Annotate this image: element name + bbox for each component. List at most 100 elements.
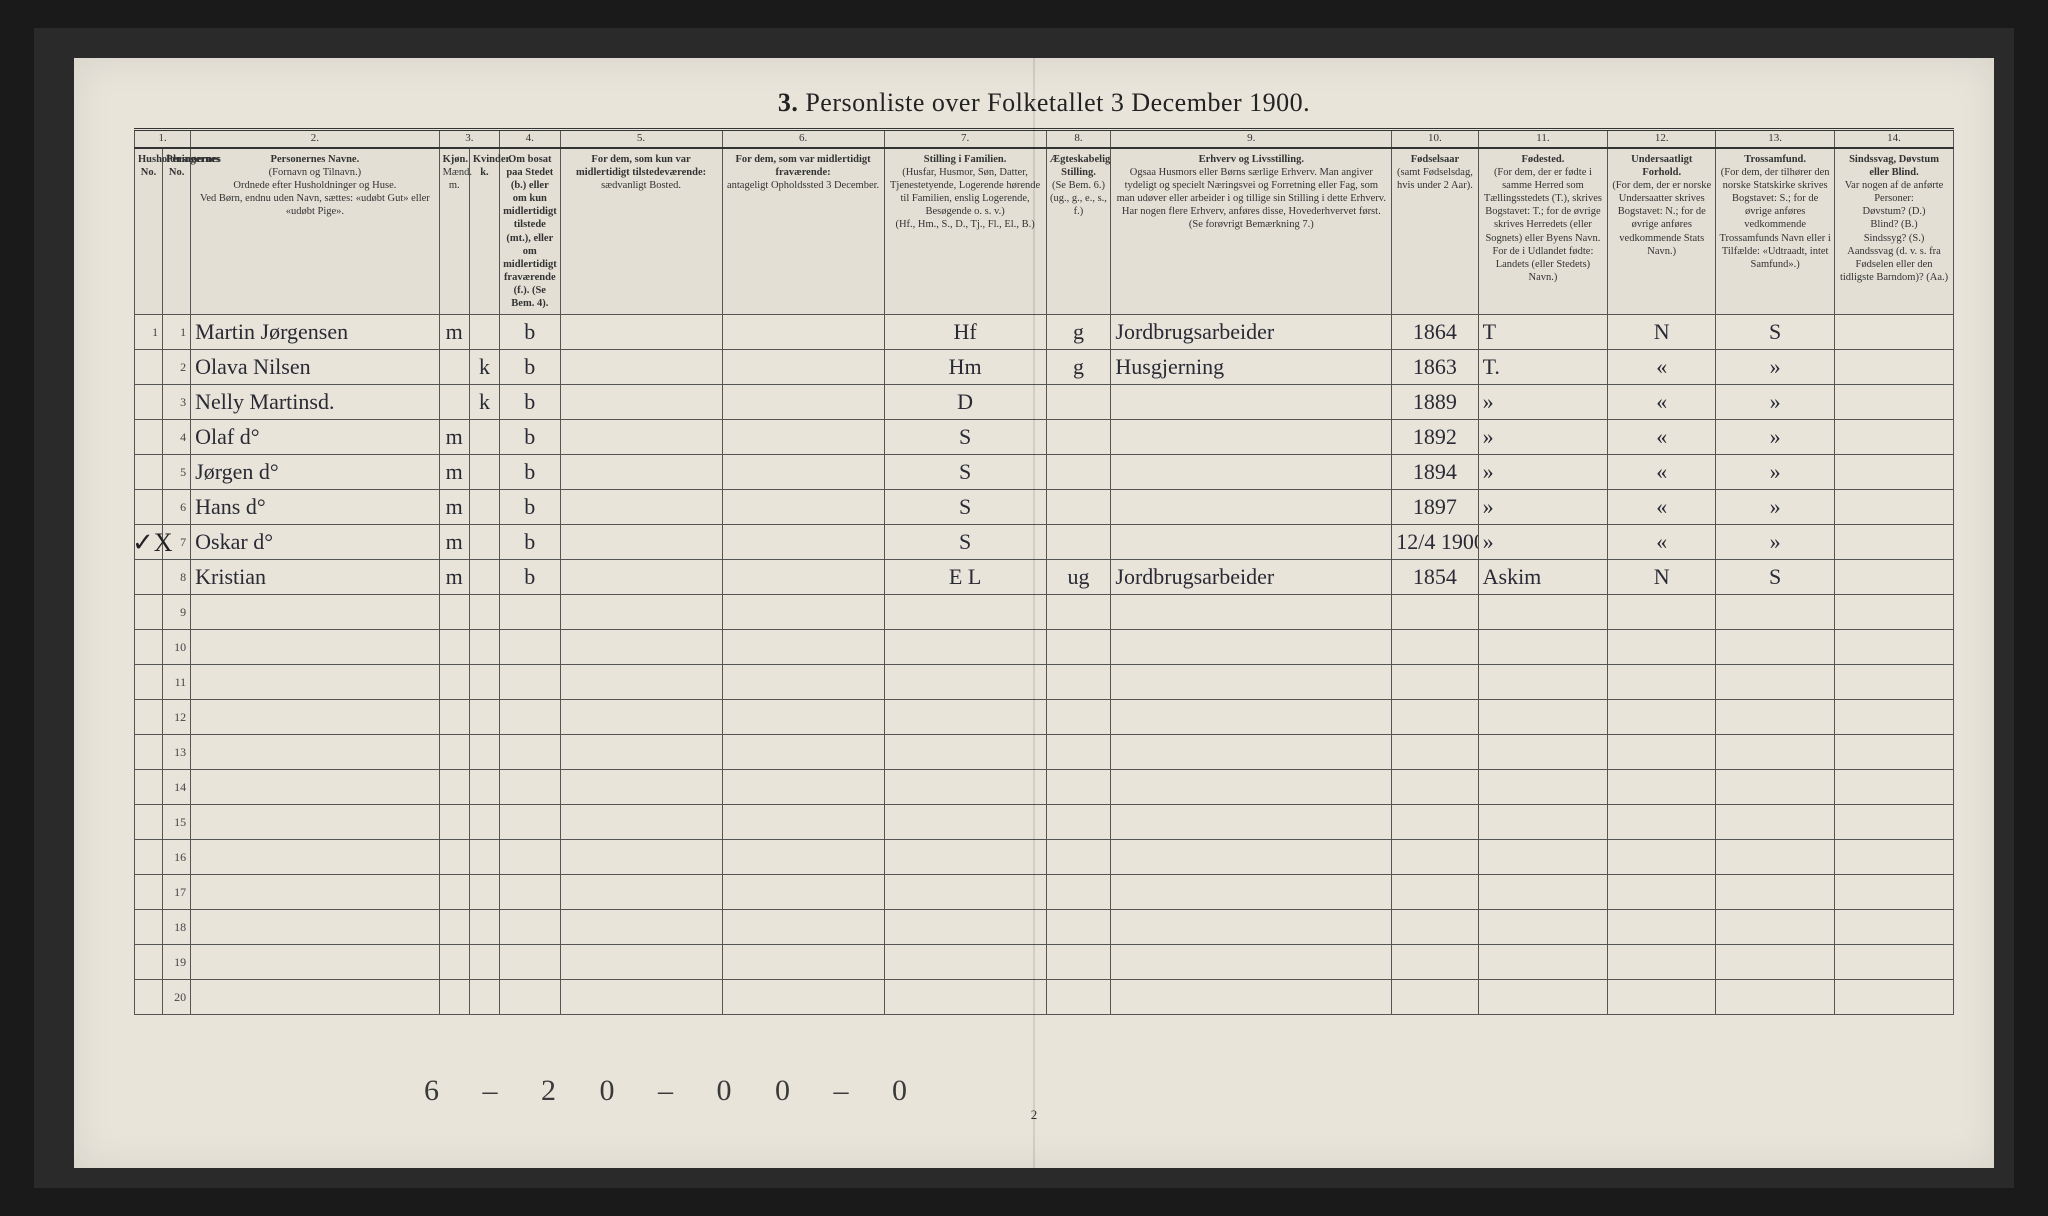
cell-temp (560, 630, 722, 665)
colnum-11: 11. (1478, 130, 1608, 148)
cell-pn: 12 (163, 700, 191, 735)
cell-fam (884, 875, 1046, 910)
cell-fam (884, 595, 1046, 630)
cell-hh (135, 665, 163, 700)
cell-faith: » (1716, 490, 1835, 525)
cell-k (469, 770, 499, 805)
cell-birthplace (1478, 840, 1608, 875)
cell-faith: S (1716, 560, 1835, 595)
cell-res (500, 980, 560, 1015)
cell-name (191, 595, 439, 630)
cell-away (722, 420, 884, 455)
cell-m (439, 840, 469, 875)
cell-birthplace: T (1478, 315, 1608, 350)
cell-k (469, 805, 499, 840)
cell-fam (884, 665, 1046, 700)
colnum-13: 13. (1716, 130, 1835, 148)
cell-faith (1716, 595, 1835, 630)
table-row: 19 (135, 945, 1954, 980)
colnum-4: 4. (500, 130, 560, 148)
cell-nat: « (1608, 455, 1716, 490)
cell-name: Olava Nilsen (191, 350, 439, 385)
cell-faith: » (1716, 525, 1835, 560)
cell-dis (1835, 805, 1954, 840)
cell-pn: 20 (163, 980, 191, 1015)
cell-fam: Hm (884, 350, 1046, 385)
cell-mar (1046, 665, 1111, 700)
cell-res: b (500, 455, 560, 490)
cell-name (191, 875, 439, 910)
cell-faith (1716, 910, 1835, 945)
cell-res: b (500, 315, 560, 350)
cell-away (722, 735, 884, 770)
cell-hh (135, 385, 163, 420)
cell-away (722, 980, 884, 1015)
cell-mar: ug (1046, 560, 1111, 595)
cell-res (500, 700, 560, 735)
cell-mar (1046, 840, 1111, 875)
cell-dis (1835, 595, 1954, 630)
table-row: 2Olava NilsenkbHmgHusgjerning1863T.«» (135, 350, 1954, 385)
cell-fam (884, 735, 1046, 770)
cell-occ (1111, 630, 1392, 665)
cell-m (439, 770, 469, 805)
cell-mar (1046, 490, 1111, 525)
cell-nat (1608, 595, 1716, 630)
cell-birthplace (1478, 910, 1608, 945)
census-page: 3. Personliste over Folketallet 3 Decemb… (74, 58, 1994, 1168)
cell-away (722, 455, 884, 490)
cell-occ (1111, 385, 1392, 420)
page-fold (1033, 58, 1035, 1168)
cell-occ (1111, 490, 1392, 525)
cell-away (722, 700, 884, 735)
colnum-6: 6. (722, 130, 884, 148)
cell-res (500, 840, 560, 875)
cell-pn: 2 (163, 350, 191, 385)
cell-year: 1894 (1392, 455, 1478, 490)
colheader-3: Personernes Navne.(Fornavn og Tilnavn.)O… (191, 148, 439, 315)
cell-m: m (439, 525, 469, 560)
colheader-12: Fødselsaar(samt Fødselsdag, hvis under 2… (1392, 148, 1478, 315)
title-text: Personliste over Folketallet 3 December … (805, 88, 1310, 117)
cell-fam (884, 805, 1046, 840)
cell-birthplace (1478, 595, 1608, 630)
cell-dis (1835, 385, 1954, 420)
cell-pn: 15 (163, 805, 191, 840)
cell-temp (560, 875, 722, 910)
cell-faith (1716, 665, 1835, 700)
cell-away (722, 945, 884, 980)
cell-faith: » (1716, 385, 1835, 420)
cell-hh (135, 630, 163, 665)
cell-fam: Hf (884, 315, 1046, 350)
cell-res: b (500, 560, 560, 595)
cell-dis (1835, 945, 1954, 980)
cell-name (191, 980, 439, 1015)
cell-pn: 3 (163, 385, 191, 420)
cell-year (1392, 595, 1478, 630)
cell-birthplace: » (1478, 455, 1608, 490)
cell-mar: g (1046, 350, 1111, 385)
cell-faith (1716, 770, 1835, 805)
cell-away (722, 350, 884, 385)
cell-mar (1046, 805, 1111, 840)
cell-mar (1046, 630, 1111, 665)
cell-hh (135, 735, 163, 770)
cell-temp (560, 770, 722, 805)
cell-away (722, 595, 884, 630)
cell-nat (1608, 875, 1716, 910)
cell-temp (560, 455, 722, 490)
colheader-1: Husholdningernes No. (135, 148, 163, 315)
colnum-14: 14. (1835, 130, 1954, 148)
cell-k (469, 840, 499, 875)
cell-fam (884, 945, 1046, 980)
cell-m (439, 385, 469, 420)
cell-birthplace: » (1478, 420, 1608, 455)
cell-nat: N (1608, 560, 1716, 595)
colnum-9: 9. (1111, 130, 1392, 148)
cell-name (191, 770, 439, 805)
cell-away (722, 770, 884, 805)
colnum-8: 8. (1046, 130, 1111, 148)
cell-dis (1835, 560, 1954, 595)
cell-year (1392, 630, 1478, 665)
cell-k: k (469, 350, 499, 385)
